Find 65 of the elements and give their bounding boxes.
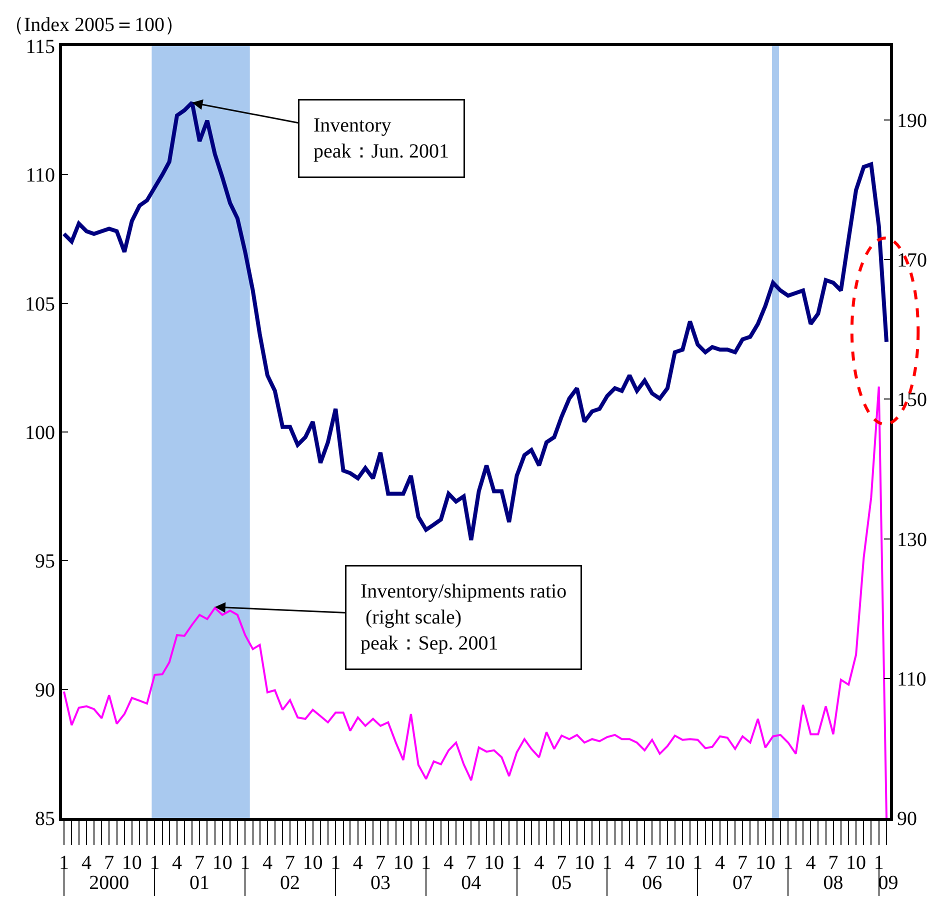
x2-tick-label: 05	[552, 872, 572, 894]
x-tick-label: 10	[664, 852, 685, 874]
x2-tick-label: 03	[370, 872, 390, 894]
y2-tick-label: 90	[897, 808, 917, 830]
x-tick-label: 1	[783, 852, 794, 874]
x-tick-label: 1	[602, 852, 612, 874]
x-tick-label: 4	[352, 852, 363, 874]
x2-tick-label: 09	[878, 872, 898, 894]
x-tick-label: 7	[828, 852, 838, 874]
y-tick-label: 90	[35, 679, 55, 702]
y-tick-label: 110	[26, 164, 55, 187]
y-tick-label: 115	[26, 36, 55, 58]
x-tick-label: 4	[444, 852, 454, 874]
x-tick-label: 4	[172, 852, 182, 874]
x-tick-label: 4	[806, 852, 816, 874]
x-tick-label: 10	[212, 852, 232, 874]
x-tick-label: 10	[302, 852, 323, 874]
x2-tick-label: 07	[732, 872, 753, 894]
x-tick-label: 4	[624, 852, 635, 874]
x-tick-label: 1	[874, 852, 884, 874]
x-tick-label: 1	[692, 852, 703, 874]
x-tick-label: 1	[512, 852, 522, 874]
x-tick-label: 4	[714, 852, 725, 874]
x-tick-label: 7	[194, 852, 205, 874]
x-tick-label: 7	[466, 852, 476, 874]
x-tick-label: 7	[285, 852, 295, 874]
x-tick-label: 4	[262, 852, 272, 874]
y2-tick-label: 110	[897, 668, 926, 690]
x-tick-label: 1	[58, 852, 69, 874]
x-tick-label: 10	[846, 852, 866, 874]
y-tick-label: 105	[25, 293, 55, 316]
y-tick-label: 95	[35, 550, 55, 573]
y2-tick-label: 130	[897, 528, 927, 551]
x-tick-label: 7	[375, 852, 386, 874]
annotation: Inventory/shipments ratio (right scale) peak：Sep. 2001	[360, 580, 567, 654]
x-tick-label: 7	[738, 852, 748, 874]
y2-tick-label: 170	[897, 250, 927, 272]
annotation: Inventory peak：Jun. 2001	[314, 114, 450, 162]
x-tick-label: 10	[755, 852, 776, 874]
x-tick-label: 1	[330, 852, 341, 874]
x-tick-label: 4	[534, 852, 544, 874]
x-tick-label: 1	[421, 852, 432, 874]
x-tick-label: 10	[393, 852, 414, 874]
x-tick-label: 1	[150, 852, 160, 874]
x2-tick-label: 04	[461, 872, 482, 894]
x-tick-label: 7	[556, 852, 567, 874]
x-tick-label: 10	[484, 852, 504, 874]
x2-tick-label: 06	[642, 872, 662, 894]
line-series	[62, 100, 889, 542]
y2-tick-label: 150	[897, 389, 927, 412]
x-tick-label: 4	[82, 852, 92, 874]
x-tick-label: 7	[647, 852, 658, 874]
line-series	[62, 386, 888, 818]
y-axis-title: （Index 2005＝100）	[4, 14, 185, 36]
y2-tick-label: 190	[897, 110, 927, 132]
x-tick-label: 10	[574, 852, 594, 874]
x2-tick-label: 02	[280, 872, 300, 894]
x-tick-label: 1	[240, 852, 250, 874]
x2-tick-label: 08	[823, 872, 844, 894]
x2-tick-label: 2000	[89, 872, 130, 894]
x-tick-label: 7	[104, 852, 114, 874]
y-tick-label: 100	[25, 422, 55, 444]
x-tick-label: 10	[122, 852, 142, 874]
y-tick-label: 85	[35, 808, 55, 830]
x2-tick-label: 01	[190, 872, 210, 894]
